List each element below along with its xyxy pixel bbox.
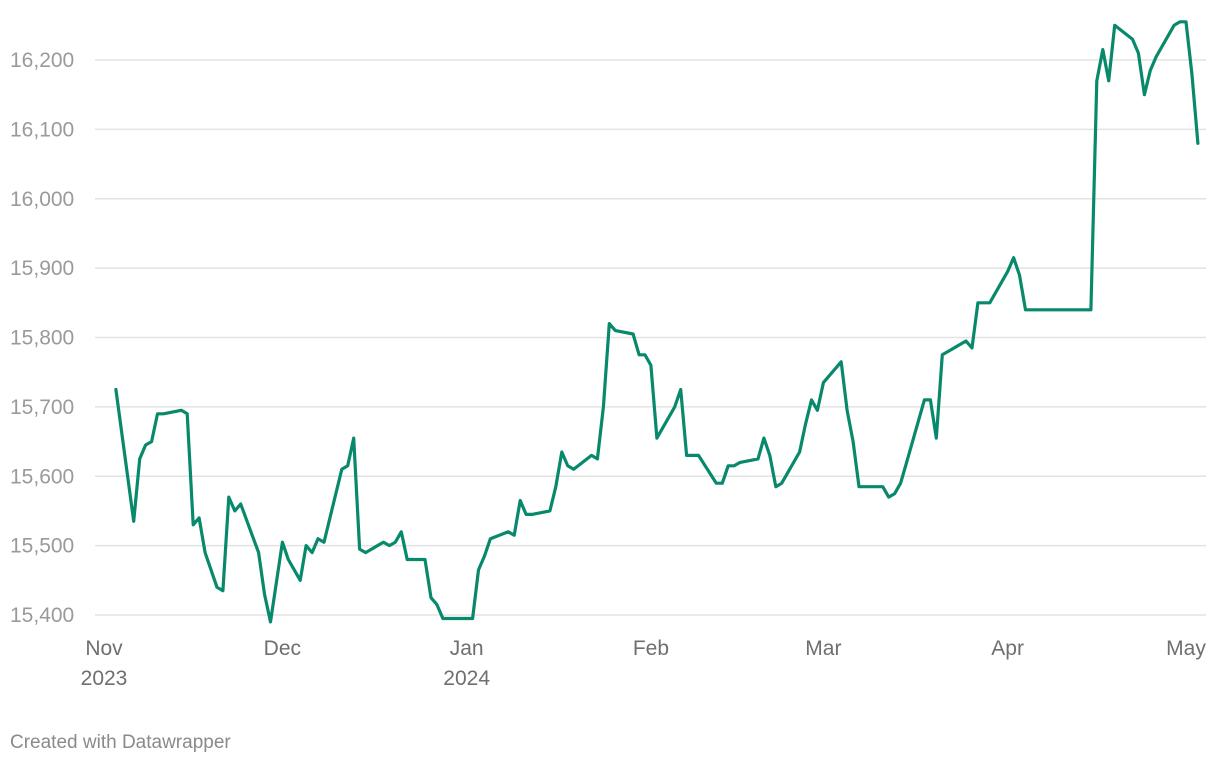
x-tick-label: Apr xyxy=(991,637,1024,660)
x-tick-label: May xyxy=(1166,637,1206,660)
y-tick-label: 15,900 xyxy=(10,257,74,280)
y-tick-label: 16,100 xyxy=(10,118,74,141)
y-tick-label: 15,800 xyxy=(10,327,74,350)
x-tick-label: Feb xyxy=(633,637,669,660)
series-layer xyxy=(114,20,1200,624)
x-tick-year-label: 2023 xyxy=(81,667,128,690)
gridlines xyxy=(95,59,1206,616)
y-tick-label: 15,500 xyxy=(10,535,74,558)
x-axis-tick-labels: Nov 2023 Dec Jan 2024 Feb Mar Apr May xyxy=(81,637,1207,690)
x-tick-label: Jan xyxy=(450,637,484,660)
series-line xyxy=(114,20,1200,624)
y-tick-label: 15,400 xyxy=(10,604,74,627)
x-tick-year-label: 2024 xyxy=(443,667,490,690)
x-tick-label: Nov xyxy=(85,637,123,660)
y-tick-label: 15,600 xyxy=(10,465,74,488)
credit-text: Created with Datawrapper xyxy=(10,732,231,753)
y-axis-tick-labels: 15,400 15,500 15,600 15,700 15,800 15,900 16,0… xyxy=(10,49,74,627)
y-tick-label: 16,200 xyxy=(10,49,74,72)
y-tick-label: 16,000 xyxy=(10,188,74,211)
y-tick-label: 15,700 xyxy=(10,396,74,419)
x-tick-label: Mar xyxy=(805,637,841,660)
x-tick-label: Dec xyxy=(264,637,301,660)
